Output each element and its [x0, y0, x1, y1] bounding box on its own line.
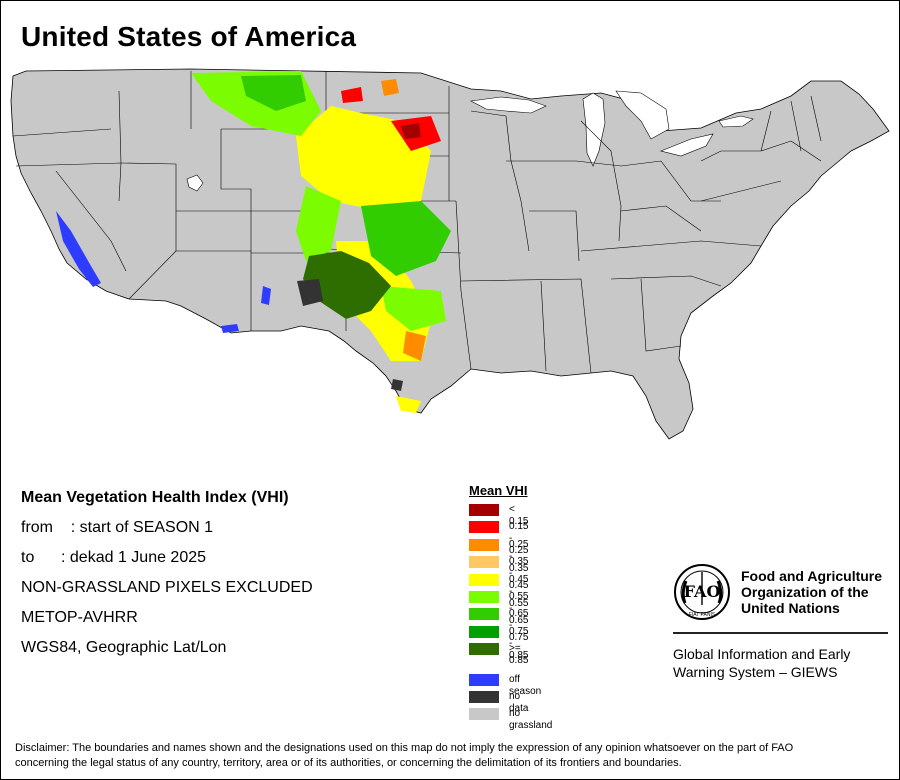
period-to: to : dekad 1 June 2025: [21, 549, 207, 566]
vhi-dark-red-areas: [401, 123, 421, 139]
fao-divider: [673, 632, 888, 634]
legend-swatch: [469, 590, 499, 603]
grassland-vhi-pixels: [56, 71, 451, 413]
fao-name-line: Organization of the: [741, 584, 869, 600]
legend-label: 0.45 - 0.55: [509, 573, 529, 609]
giews-line: Warning System – GIEWS: [673, 664, 838, 680]
lake-michigan: [582, 92, 606, 167]
giews-name: Global Information and Early Warning Sys…: [673, 645, 850, 681]
vhi-dark-green-areas: [303, 251, 391, 319]
giews-line: Global Information and Early: [673, 646, 851, 662]
disclaimer-text: Disclaimer: The boundaries and names sho…: [15, 741, 885, 771]
legend-swatch: [469, 538, 499, 551]
conterminous-us-outline: [10, 68, 890, 440]
fao-name-line: Food and Agriculture: [741, 568, 883, 584]
legend-swatch: [469, 708, 499, 721]
legend-swatch: [469, 625, 499, 638]
legend-title: Mean VHI: [469, 483, 528, 498]
legend-label: off season: [509, 673, 542, 697]
legend-swatch: [469, 673, 499, 686]
lake-superior: [470, 96, 547, 114]
legend-label: no grassland: [509, 708, 553, 732]
legend-label: 0.75 - 0.85: [509, 625, 529, 661]
exclusion-note: NON-GRASSLAND PIXELS EXCLUDED: [21, 579, 313, 596]
lake-erie: [660, 133, 714, 157]
map-title: United States of America: [21, 21, 357, 52]
fao-name-line: United Nations: [741, 600, 840, 616]
legend-swatch: [469, 608, 499, 621]
period-from: from : start of SEASON 1: [21, 519, 214, 536]
legend-swatch: [469, 643, 499, 656]
index-heading: Mean Vegetation Health Index (VHI): [21, 489, 289, 506]
disclaimer-line: concerning the legal status of any count…: [15, 757, 682, 769]
lower-48-landmass: [10, 68, 890, 440]
projection-info: WGS84, Geographic Lat/Lon: [21, 639, 227, 656]
legend-label: 0.35 - 0.45: [509, 556, 529, 592]
legend-label: >= 0.85: [509, 643, 529, 667]
legend-label: no data: [509, 690, 529, 714]
legend-item: no data: [469, 689, 528, 714]
legend-item: 0.75 - 0.85: [469, 624, 528, 661]
legend-item: 0.15 - 0.25: [469, 519, 528, 556]
fao-emblem-text: FAO: [684, 582, 721, 601]
map-info-block: Mean Vegetation Health Index (VHI) from …: [21, 487, 313, 667]
no-data-areas: [297, 279, 403, 391]
legend-item: >= 0.85: [469, 641, 528, 666]
fao-organization-name: Food and Agriculture Organization of the…: [741, 568, 882, 616]
great-salt-lake: [186, 174, 204, 192]
legend-label: < 0.15: [509, 504, 529, 527]
lake-huron: [615, 90, 670, 140]
legend-label: 0.15 - 0.25: [509, 521, 529, 557]
legend-swatch: [469, 504, 499, 516]
legend-item: off season: [469, 672, 541, 697]
legend-item: 0.45 - 0.55: [469, 572, 528, 609]
legend-item: 0.25 - 0.35: [469, 537, 528, 574]
legend-item: 0.35 - 0.45: [469, 554, 528, 591]
legend-swatch: [469, 521, 499, 534]
legend-label: 0.25 - 0.35: [509, 538, 529, 574]
sensor-name: METOP-AVHRR: [21, 609, 138, 626]
legend-item: < 0.15: [469, 502, 528, 527]
legend-item: 0.65 - 0.75: [469, 606, 528, 643]
fao-emblem-motto: FIAT PANIS: [689, 612, 716, 618]
vhi-legend: Mean VHI < 0.15 0.15 - 0.25 0.25 - 0.35 …: [469, 483, 552, 731]
legend-item: 0.55 - 0.65: [469, 589, 528, 626]
vhi-green-areas: [241, 75, 451, 276]
disclaimer-line: Disclaimer: The boundaries and names sho…: [15, 742, 794, 754]
legend-swatch: [469, 556, 499, 569]
lake-ontario: [718, 115, 754, 128]
usa-vhi-map: [10, 68, 890, 440]
vhi-orange-areas: [381, 79, 426, 361]
legend-label: 0.65 - 0.75: [509, 608, 529, 644]
off-season-areas: [56, 211, 271, 333]
legend-swatch: [469, 573, 499, 586]
fao-emblem: FAO FIAT PANIS: [674, 564, 730, 620]
legend-item: no grassland: [469, 706, 552, 731]
legend-label: 0.55 - 0.65: [509, 590, 529, 626]
legend-swatch: [469, 690, 499, 703]
